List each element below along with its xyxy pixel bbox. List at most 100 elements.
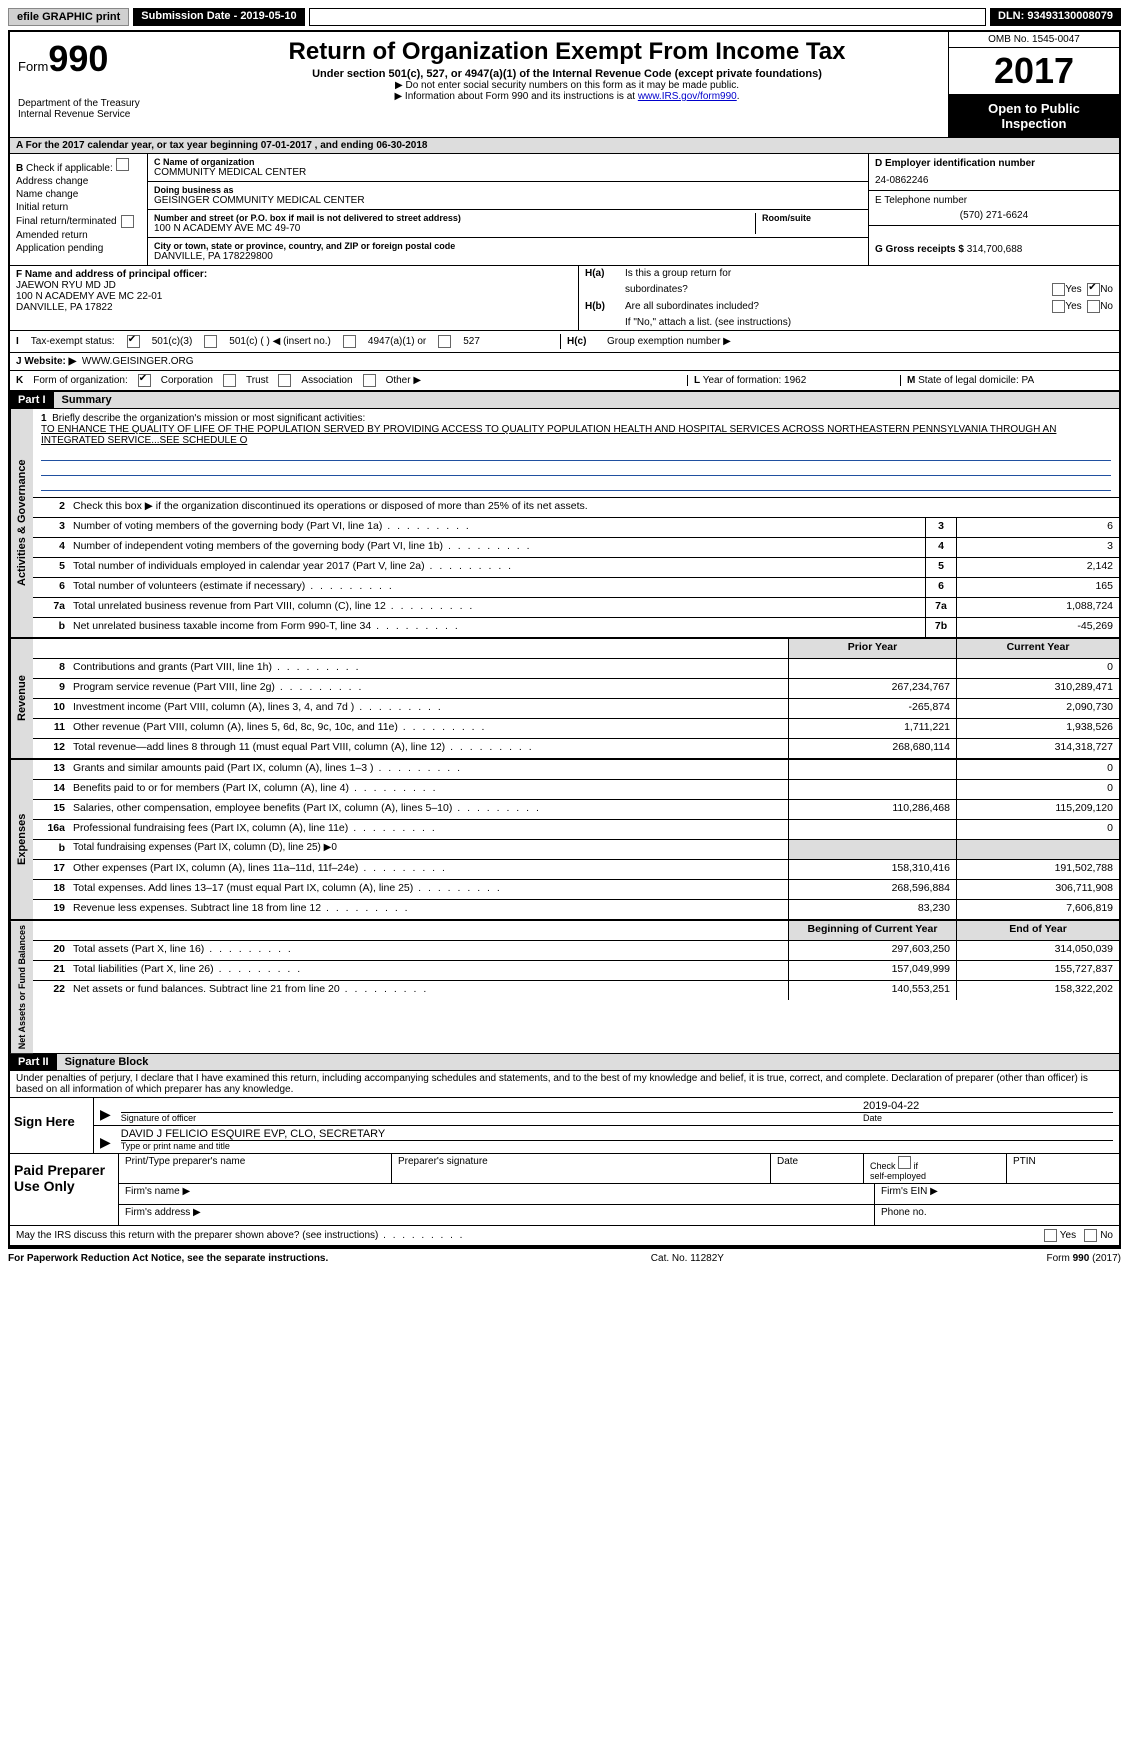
mission-text: TO ENHANCE THE QUALITY OF LIFE OF THE PO…: [41, 424, 1056, 446]
street-label: Number and street (or P.O. box if mail i…: [154, 213, 755, 223]
summary-line: 4Number of independent voting members of…: [33, 537, 1119, 557]
sig-officer-label: Signature of officer: [121, 1112, 863, 1123]
org-name: COMMUNITY MEDICAL CENTER: [154, 167, 862, 178]
chk-corporation[interactable]: [138, 374, 151, 387]
discuss-yes-checkbox[interactable]: [1044, 1229, 1057, 1242]
gross-value: 314,700,688: [967, 244, 1023, 255]
state-domicile: State of legal domicile: PA: [918, 375, 1034, 386]
i-label: I: [16, 336, 19, 347]
room-label: Room/suite: [762, 213, 862, 223]
summary-line: 5Total number of individuals employed in…: [33, 557, 1119, 577]
chk-other[interactable]: [363, 374, 376, 387]
chk-final-return[interactable]: Final return/terminated: [16, 215, 141, 228]
chk-pending[interactable]: Application pending: [16, 243, 141, 254]
summary-line: 19Revenue less expenses. Subtract line 1…: [33, 899, 1119, 919]
chk-4947[interactable]: [343, 335, 356, 348]
website-value: WWW.GEISINGER.ORG: [82, 356, 194, 367]
chk-association[interactable]: [278, 374, 291, 387]
phone-label: Phone no.: [875, 1205, 1119, 1225]
footer-right: Form 990 (2017): [1047, 1253, 1121, 1264]
firm-addr-label: Firm's address ▶: [119, 1205, 875, 1225]
officer-name: JAEWON RYU MD JD: [16, 280, 572, 291]
dba-label: Doing business as: [154, 185, 862, 195]
hb-yes-checkbox[interactable]: [1052, 300, 1065, 313]
chk-501c3[interactable]: [127, 335, 140, 348]
ha-no-checkbox[interactable]: [1087, 283, 1100, 296]
chk-trust[interactable]: [223, 374, 236, 387]
header-right: OMB No. 1545-0047 2017 Open to Public In…: [948, 32, 1119, 137]
open-to-public: Open to Public Inspection: [949, 95, 1119, 137]
footer: For Paperwork Reduction Act Notice, see …: [8, 1249, 1121, 1268]
chk-initial-return[interactable]: Initial return: [16, 202, 141, 213]
section-h: H(a) Is this a group return for subordin…: [579, 266, 1119, 330]
col-b: B Check if applicable: Address change Na…: [10, 154, 148, 265]
col-d: D Employer identification number 24-0862…: [868, 154, 1119, 265]
type-name-label: Type or print name and title: [121, 1140, 1113, 1151]
summary-line: 18Total expenses. Add lines 13–17 (must …: [33, 879, 1119, 899]
irs-gov-link[interactable]: www.IRS.gov/form990: [638, 91, 737, 102]
summary-line: 6Total number of volunteers (estimate if…: [33, 577, 1119, 597]
summary-line: 10Investment income (Part VIII, column (…: [33, 698, 1119, 718]
chk-address-change[interactable]: Address change: [16, 176, 141, 187]
city-label: City or town, state or province, country…: [154, 241, 862, 251]
irs-label: Internal Revenue Service: [18, 109, 178, 120]
tel-value: (570) 271-6624: [875, 210, 1113, 221]
header-left: Form990 Department of the Treasury Inter…: [10, 32, 186, 137]
discuss-question: May the IRS discuss this return with the…: [16, 1230, 1044, 1241]
check-self-employed[interactable]: Check ifself-employed: [864, 1154, 1007, 1183]
section-f: F Name and address of principal officer:…: [10, 266, 579, 330]
submission-date: Submission Date - 2019-05-10: [133, 8, 304, 26]
officer-printed-name: DAVID J FELICIO ESQUIRE EVP, CLO, SECRET…: [121, 1128, 1113, 1140]
city-value: DANVILLE, PA 178229800: [154, 251, 862, 262]
ha-yes-checkbox[interactable]: [1052, 283, 1065, 296]
discuss-no-checkbox[interactable]: [1084, 1229, 1097, 1242]
summary-line: bTotal fundraising expenses (Part IX, co…: [33, 839, 1119, 859]
ein-value: 24-0862246: [875, 175, 1113, 186]
summary-line: 20Total assets (Part X, line 16)297,603,…: [33, 940, 1119, 960]
penalty-statement: Under penalties of perjury, I declare th…: [10, 1071, 1119, 1098]
section-bcd: B Check if applicable: Address change Na…: [10, 154, 1119, 265]
summary-line: 3Number of voting members of the governi…: [33, 517, 1119, 537]
chk-name-change[interactable]: Name change: [16, 189, 141, 200]
chk-527[interactable]: [438, 335, 451, 348]
form-subtitle: Under section 501(c), 527, or 4947(a)(1)…: [196, 68, 938, 80]
gross-label: G Gross receipts $: [875, 244, 964, 255]
form-container: Form990 Department of the Treasury Inter…: [8, 30, 1121, 1249]
efile-print-button[interactable]: efile GRAPHIC print: [8, 8, 129, 26]
summary-line: 7aTotal unrelated business revenue from …: [33, 597, 1119, 617]
sign-here-label: Sign Here: [10, 1098, 94, 1153]
footer-mid: Cat. No. 11282Y: [651, 1253, 724, 1264]
vert-revenue: Revenue: [10, 639, 33, 758]
tel-label: E Telephone number: [875, 195, 1113, 206]
hb-no-checkbox[interactable]: [1087, 300, 1100, 313]
instr-ssn: ▶ Do not enter social security numbers o…: [196, 80, 938, 91]
chk-501c[interactable]: [204, 335, 217, 348]
footer-left: For Paperwork Reduction Act Notice, see …: [8, 1253, 328, 1264]
prep-sig-label: Preparer's signature: [392, 1154, 771, 1183]
year-formation: Year of formation: 1962: [703, 375, 807, 386]
part-i-header: Part I Summary: [10, 392, 1119, 409]
top-bar: efile GRAPHIC print Submission Date - 20…: [8, 8, 1121, 26]
officer-addr1: 100 N ACADEMY AVE MC 22-01: [16, 291, 572, 302]
dba-value: GEISINGER COMMUNITY MEDICAL CENTER: [154, 195, 862, 206]
form-number: 990: [48, 38, 108, 79]
vert-activities-governance: Activities & Governance: [10, 409, 33, 637]
signature-arrow-icon: ▶: [100, 1106, 111, 1123]
summary-line: 21Total liabilities (Part X, line 26)157…: [33, 960, 1119, 980]
prep-date-label: Date: [771, 1154, 864, 1183]
dept-treasury: Department of the Treasury: [18, 98, 178, 109]
tax-year: 2017: [949, 48, 1119, 95]
row-a-tax-year: A For the 2017 calendar year, or tax yea…: [10, 138, 1119, 154]
paid-preparer-label: Paid Preparer Use Only: [10, 1154, 119, 1225]
ein-label: D Employer identification number: [875, 158, 1113, 169]
firm-name-label: Firm's name ▶: [119, 1184, 875, 1204]
org-name-label: C Name of organization: [154, 157, 862, 167]
summary-line: 17Other expenses (Part IX, column (A), l…: [33, 859, 1119, 879]
vert-net-assets: Net Assets or Fund Balances: [10, 921, 33, 1053]
summary-line: 22Net assets or fund balances. Subtract …: [33, 980, 1119, 1000]
summary-line: 14Benefits paid to or for members (Part …: [33, 779, 1119, 799]
prep-name-label: Print/Type preparer's name: [119, 1154, 392, 1183]
vert-expenses: Expenses: [10, 760, 33, 919]
chk-amended[interactable]: Amended return: [16, 230, 141, 241]
summary-line: 16aProfessional fundraising fees (Part I…: [33, 819, 1119, 839]
